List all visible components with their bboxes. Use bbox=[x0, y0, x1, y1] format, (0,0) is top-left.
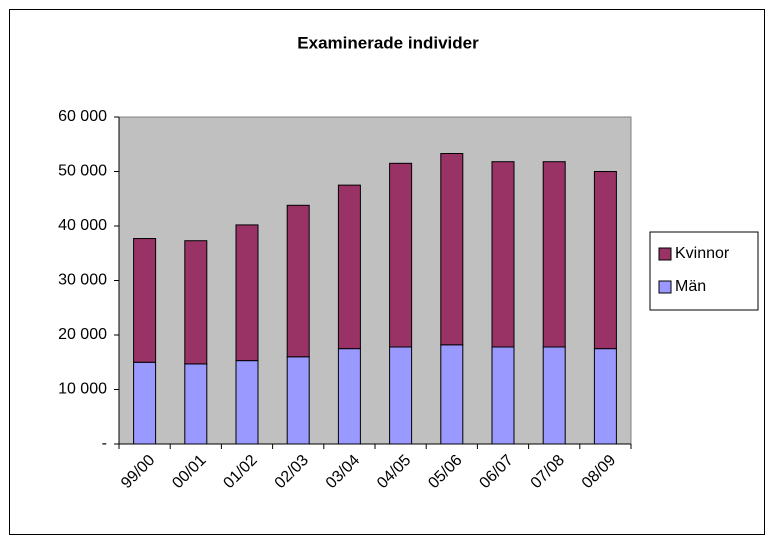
bar-segment bbox=[491, 161, 515, 348]
y-tick-label: 40 000 bbox=[58, 217, 107, 234]
bar-segment bbox=[542, 161, 566, 348]
bar-segment bbox=[184, 240, 208, 365]
bar-segment bbox=[389, 162, 413, 348]
y-tick-label: 20 000 bbox=[58, 326, 107, 343]
y-tick-label: 30 000 bbox=[58, 272, 107, 289]
legend-swatch bbox=[658, 280, 672, 294]
bar-segment bbox=[542, 346, 566, 445]
legend-box bbox=[649, 231, 759, 311]
legend-label: Män bbox=[675, 278, 706, 295]
bar-segment bbox=[235, 224, 259, 362]
bar-segment bbox=[593, 348, 617, 445]
legend-swatch bbox=[658, 247, 672, 261]
bar-segment bbox=[133, 361, 157, 445]
legend-label: Kvinnor bbox=[675, 245, 730, 262]
y-tick-label: 50 000 bbox=[58, 163, 107, 180]
y-tick-label: 10 000 bbox=[58, 381, 107, 398]
bar-segment bbox=[337, 184, 361, 350]
bar-segment bbox=[440, 153, 464, 346]
bar-segment bbox=[593, 171, 617, 350]
chart-title: Examinerade individer bbox=[297, 33, 479, 52]
bar-segment bbox=[286, 356, 310, 445]
bar-segment bbox=[389, 346, 413, 445]
y-tick-label: 60 000 bbox=[58, 108, 107, 125]
bar-segment bbox=[286, 204, 310, 358]
bar-segment bbox=[491, 346, 515, 445]
bar-segment bbox=[337, 348, 361, 445]
bar-segment bbox=[133, 238, 157, 363]
bar-segment bbox=[235, 360, 259, 445]
y-tick-label: - bbox=[102, 435, 107, 452]
bar-segment bbox=[184, 363, 208, 445]
bar-segment bbox=[440, 344, 464, 445]
